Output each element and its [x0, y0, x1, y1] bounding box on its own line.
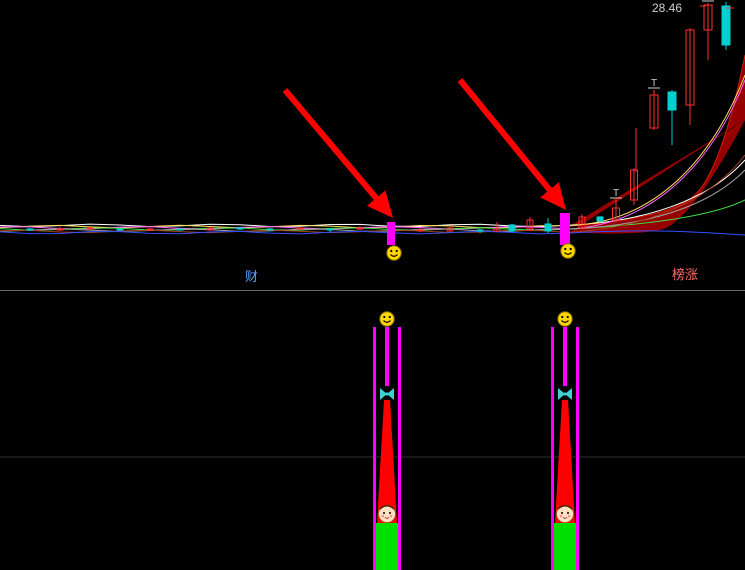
candle: [57, 229, 63, 230]
candle: [117, 229, 123, 230]
candle: [668, 92, 676, 110]
candle: [147, 229, 153, 230]
signal-bar: [387, 222, 395, 245]
indicator-panel[interactable]: [0, 291, 745, 570]
smiley-icon: [557, 311, 573, 327]
indicator-green-bar: [376, 523, 398, 570]
candle: [297, 228, 303, 229]
price-chart-svg: TTT: [0, 0, 745, 290]
t-mark: T: [651, 78, 657, 89]
face-icon: [556, 505, 574, 523]
candle: [27, 229, 33, 230]
candle: [237, 228, 243, 229]
candle: [477, 230, 483, 231]
candle: [597, 217, 603, 221]
candle: [267, 229, 273, 230]
face-icon: [378, 505, 396, 523]
indicator-green-bar: [554, 523, 576, 570]
candle: [545, 224, 551, 231]
arrow-shaft: [460, 80, 550, 190]
candle: [509, 225, 515, 231]
t-mark: T: [613, 188, 619, 199]
candle: [327, 229, 333, 230]
ma-line: [0, 170, 745, 231]
bowtie-icon: [380, 388, 394, 400]
candle: [722, 6, 730, 45]
candle: [177, 229, 183, 230]
candle: [417, 230, 423, 231]
label-cai: 财: [245, 270, 258, 284]
price-chart-panel[interactable]: TTT 28.46财榜涨: [0, 0, 745, 290]
candle: [357, 228, 363, 229]
smiley-icon: [379, 311, 395, 327]
bowtie-icon: [558, 388, 572, 400]
arrow-shaft: [285, 90, 376, 198]
price-label: 28.46: [652, 1, 682, 15]
candle: [87, 228, 93, 229]
label-bangzhang: 榜涨: [672, 268, 698, 282]
stock-chart-root: TTT 28.46财榜涨: [0, 0, 745, 570]
indicator-svg: [0, 291, 745, 570]
signal-bar: [560, 213, 570, 245]
smiley-icon: [560, 243, 576, 259]
smiley-icon: [386, 245, 402, 261]
